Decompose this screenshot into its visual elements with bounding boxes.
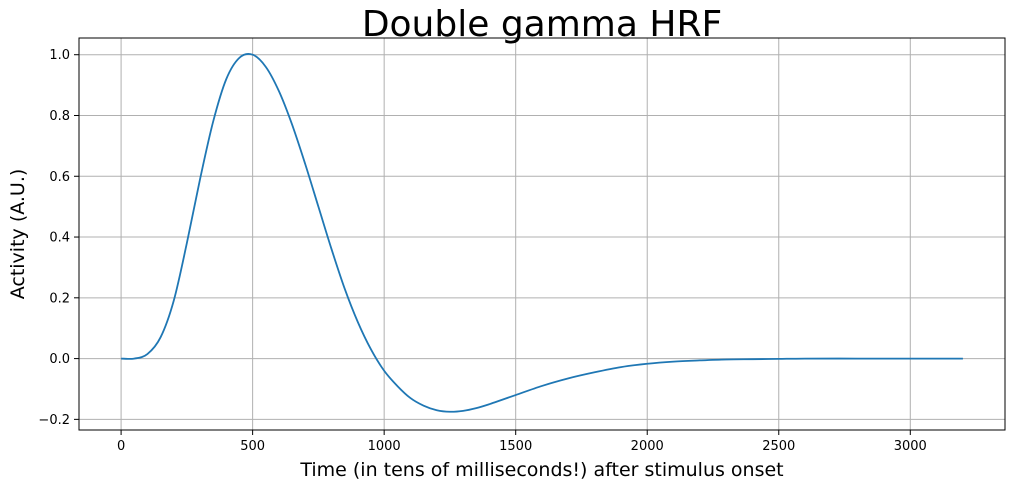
- series: [121, 53, 963, 413]
- x-tick-label: 3000: [894, 439, 927, 454]
- chart-title: Double gamma HRF: [362, 4, 722, 45]
- x-tick-label: 2500: [762, 439, 795, 454]
- grid: [79, 38, 1005, 430]
- y-tick-label: 0.6: [49, 170, 70, 185]
- x-tick-label: 500: [240, 439, 265, 454]
- x-tick-label: 1500: [499, 439, 532, 454]
- x-tick-label: 2000: [631, 439, 664, 454]
- x-axis-label: Time (in tens of milliseconds!) after st…: [299, 459, 783, 481]
- plot-frame: [78, 37, 1006, 431]
- y-tick-label: −0.2: [38, 413, 70, 428]
- y-tick-label: 0.8: [49, 109, 70, 124]
- ticks: 0 500 1000 1500 2000 2500 3000 −0.2 0.0 0.2 0.4 0.6…: [38, 48, 926, 454]
- x-tick-label: 1000: [368, 439, 401, 454]
- y-tick-label: 0.2: [49, 291, 70, 306]
- x-tick-label: 0: [117, 439, 125, 454]
- y-tick-label: 1.0: [49, 48, 70, 63]
- series-line: [121, 53, 963, 413]
- y-tick-label: 0.4: [49, 231, 70, 246]
- y-tick-label: 0.0: [49, 352, 70, 367]
- y-axis-label: Activity (A.U.): [7, 169, 29, 300]
